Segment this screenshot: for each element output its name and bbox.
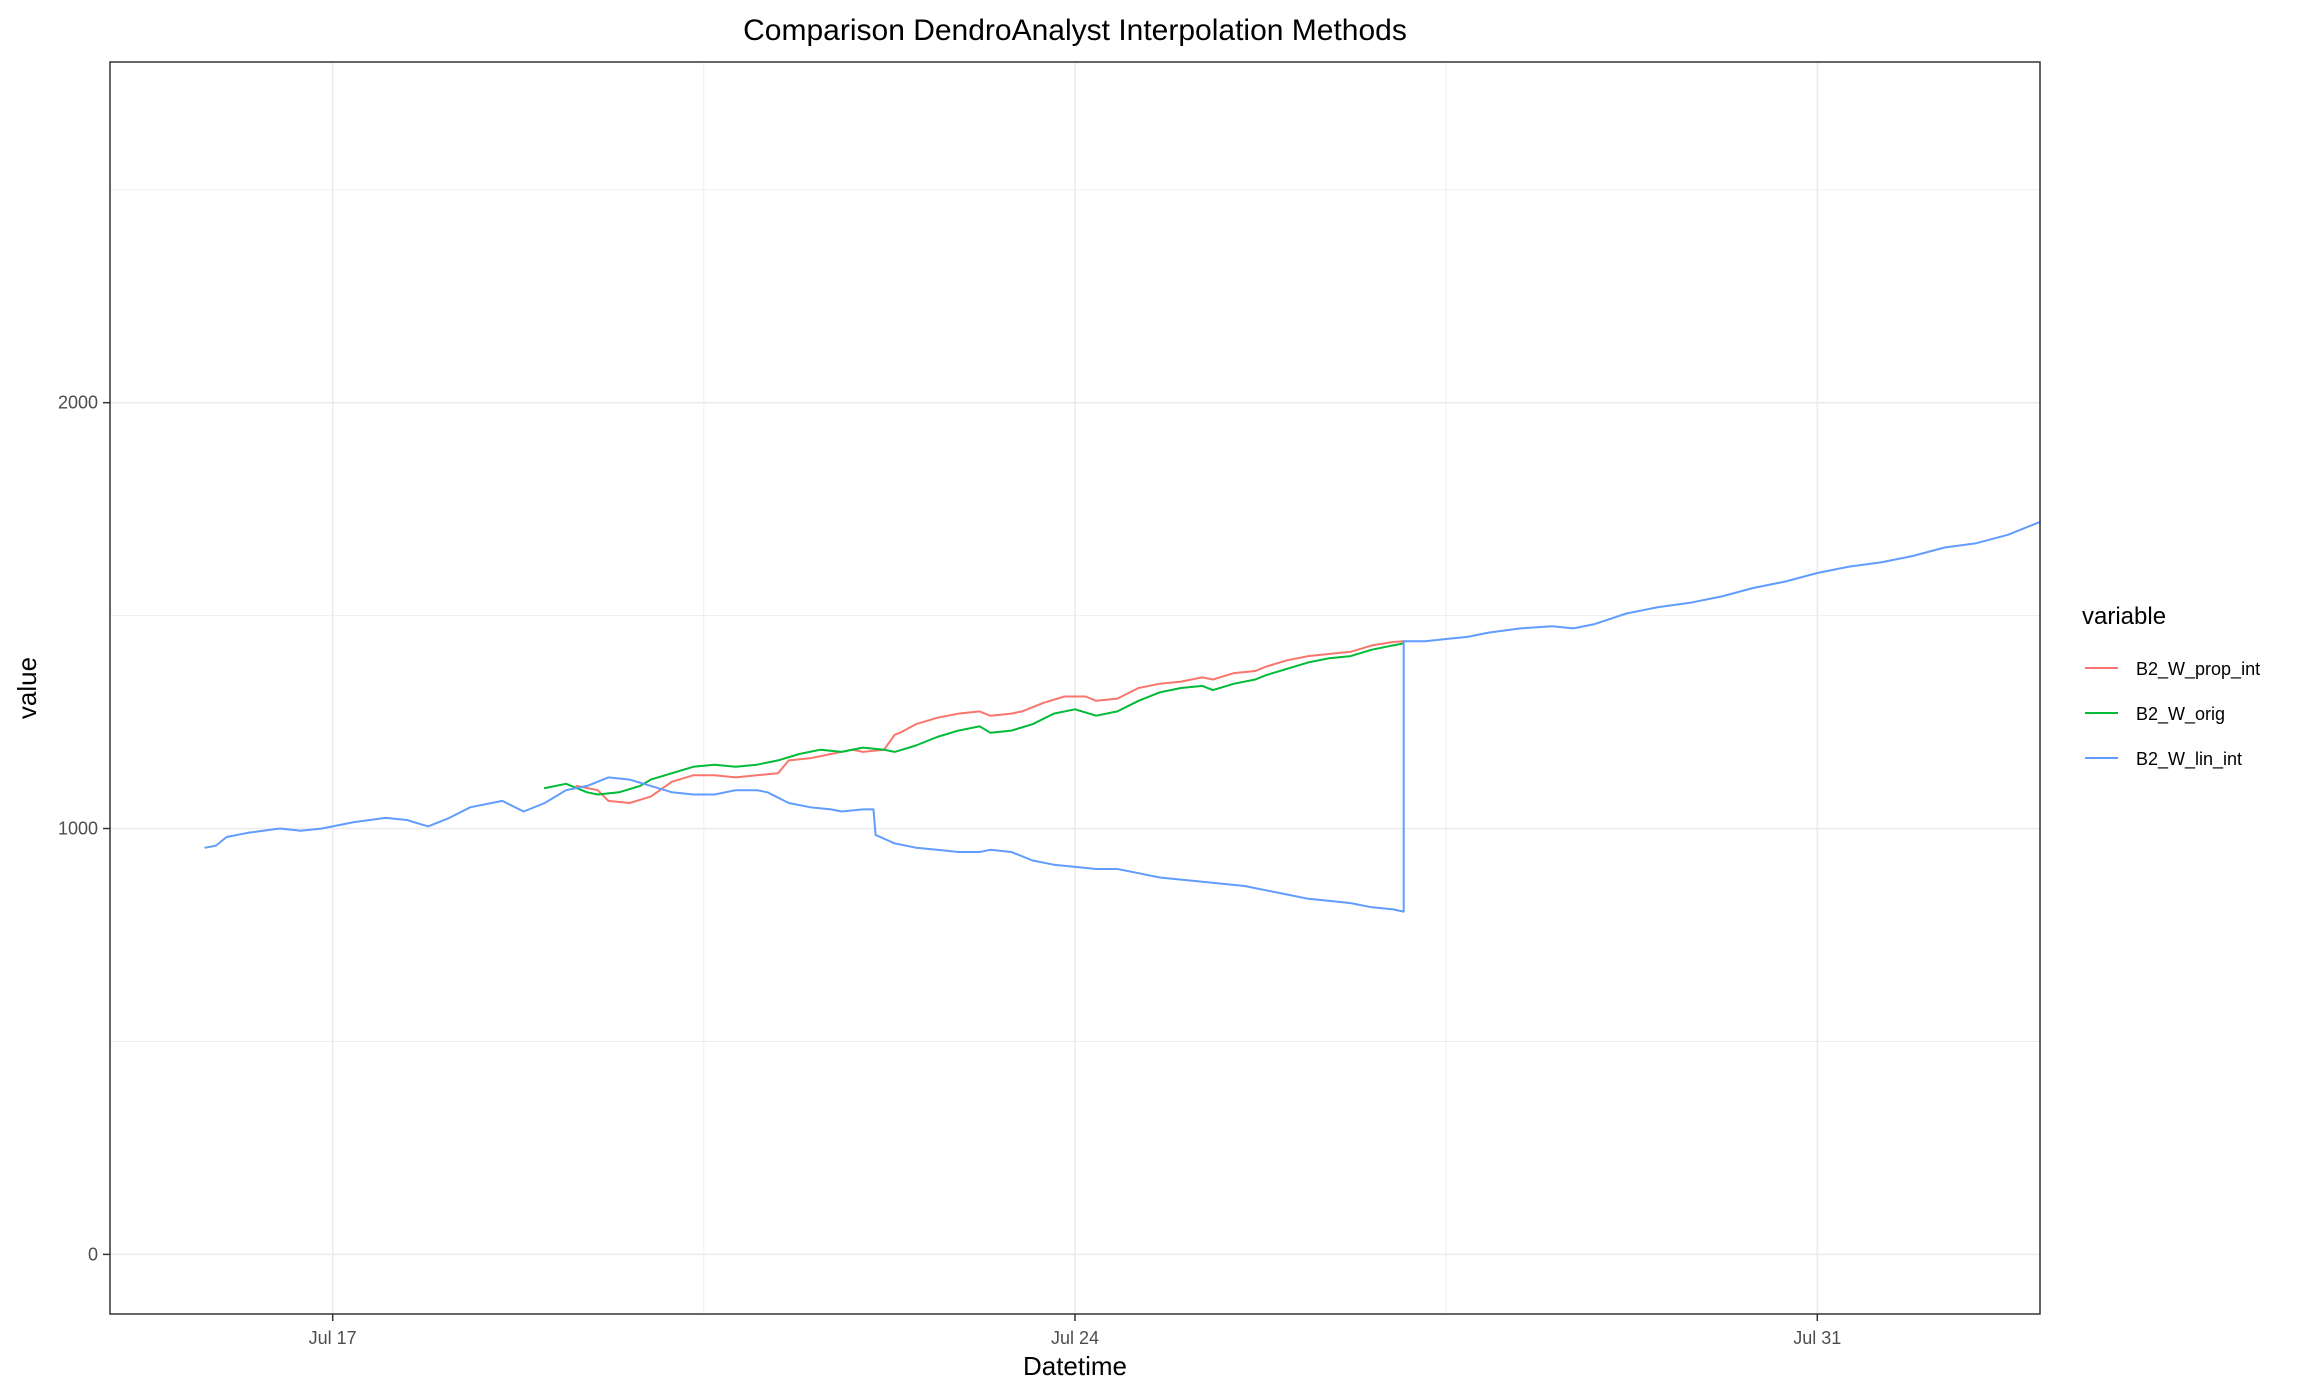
x-tick-label: Jul 24 <box>1051 1328 1099 1348</box>
legend: variable B2_W_prop_int B2_W_orig B2_W_lin_… <box>2082 603 2260 770</box>
x-tick-label: Jul 17 <box>309 1328 357 1348</box>
legend-label-B2_W_orig: B2_W_orig <box>2136 704 2225 725</box>
series-line-B2_W_prop_int <box>575 640 1405 804</box>
series-line-B2_W_orig <box>543 642 1405 796</box>
x-axis-title: Datetime <box>1023 1351 1127 1381</box>
series-layer <box>204 520 2041 913</box>
legend-title: variable <box>2082 603 2166 630</box>
y-axis-title: value <box>12 657 42 719</box>
y-axis: 0 1000 2000 <box>58 393 110 1264</box>
legend-label-B2_W_prop_int: B2_W_prop_int <box>2136 659 2260 680</box>
y-tick-label: 0 <box>88 1244 98 1264</box>
y-tick-label: 2000 <box>58 393 98 413</box>
grid-lines <box>110 62 2040 1314</box>
x-axis: Jul 17 Jul 24 Jul 31 <box>309 1314 1841 1348</box>
y-tick-label: 1000 <box>58 819 98 839</box>
chart-title: Comparison DendroAnalyst Interpolation M… <box>743 14 1407 47</box>
x-tick-label: Jul 31 <box>1793 1328 1841 1348</box>
legend-label-B2_W_lin_int: B2_W_lin_int <box>2136 749 2242 770</box>
series-line-B2_W_lin_int <box>204 520 2041 913</box>
